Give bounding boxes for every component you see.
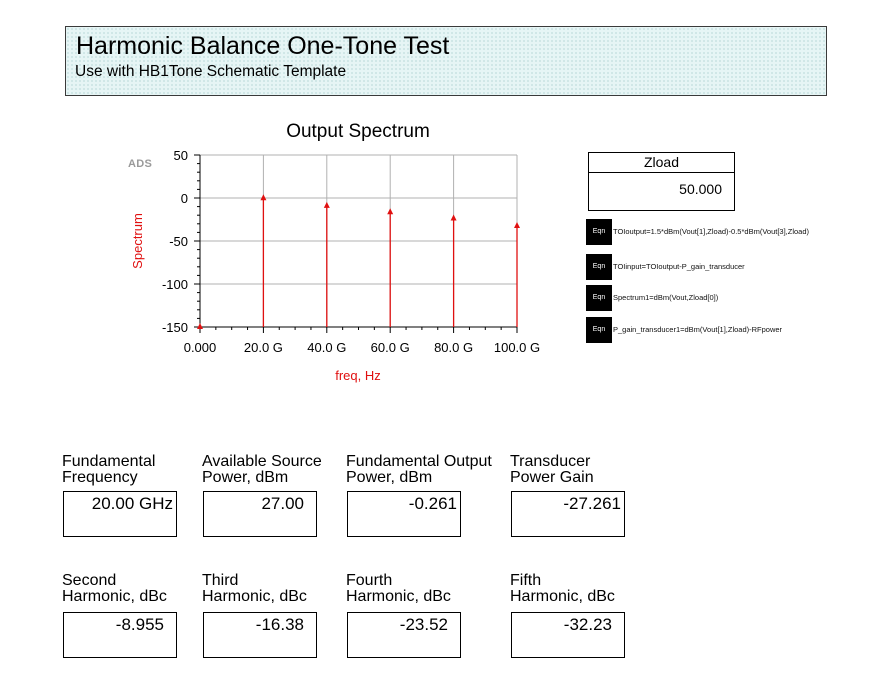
spectrum-marker (387, 208, 394, 215)
x-tick-label: 80.0 G (434, 340, 473, 355)
equation-text: TOIinput=TOIoutput-P_gain_transducer (613, 262, 745, 271)
y-tick-label: 0 (181, 191, 188, 206)
fifth-harmonic-label: Fifth Harmonic, dBc (510, 572, 615, 605)
spectrum-marker (450, 214, 457, 221)
spectrum-marker (514, 221, 520, 228)
equation-text: Spectrum1=dBm(Vout,Zload[0]) (613, 293, 719, 302)
x-tick-label: 60.0 G (371, 340, 410, 355)
chart-grid (200, 154, 518, 327)
equation-text: TOIoutput=1.5*dBm(Vout[1],Zload)-0.5*dBm… (613, 227, 810, 236)
x-tick-label: 100.0 G (494, 340, 540, 355)
y-tick-label: 50 (174, 148, 188, 163)
y-tick-label: -100 (162, 277, 188, 292)
fifth-harmonic-value: -32.23 (511, 612, 625, 658)
second-harmonic-value: -8.955 (63, 612, 177, 658)
spectrum-marker (197, 323, 203, 329)
eqn-icon: Eqn (586, 285, 612, 311)
page-title: Harmonic Balance One-Tone Test (76, 32, 450, 60)
available-source-power-label: Available Source Power, dBm (202, 453, 322, 486)
zload-label: Zload (589, 153, 734, 173)
chart-axes (194, 154, 518, 333)
zload-panel: Zload 50.000 (588, 152, 735, 211)
fundamental-output-power-value: -0.261 (347, 491, 461, 537)
y-tick-label: -150 (162, 320, 188, 335)
eqn-icon: Eqn (586, 254, 612, 280)
fourth-harmonic-value: -23.52 (347, 612, 461, 658)
transducer-power-gain-label: Transducer Power Gain (510, 453, 594, 486)
spectrum-marker (260, 194, 267, 201)
fourth-harmonic-label: Fourth Harmonic, dBc (346, 572, 451, 605)
x-tick-label: 40.0 G (307, 340, 346, 355)
fundamental-frequency-label: Fundamental Frequency (62, 453, 156, 486)
x-axis-label: freq, Hz (335, 368, 381, 383)
equation-text: P_gain_transducer1=dBm(Vout[1],Zload)-RF… (613, 325, 783, 334)
second-harmonic-label: Second Harmonic, dBc (62, 572, 167, 605)
fundamental-frequency-value: 20.00 GHz (63, 491, 177, 537)
y-tick-label: -50 (169, 234, 188, 249)
available-source-power-value: 27.00 (203, 491, 317, 537)
x-tick-label: 0.000 (184, 340, 217, 355)
title-panel: Harmonic Balance One-Tone Test Use with … (65, 26, 827, 96)
page-subtitle: Use with HB1Tone Schematic Template (75, 63, 347, 80)
spectrum-marker (323, 201, 330, 208)
fundamental-output-power-label: Fundamental Output Power, dBm (346, 453, 492, 486)
third-harmonic-label: Third Harmonic, dBc (202, 572, 307, 605)
chart-series (197, 194, 520, 329)
eqn-icon: Eqn (586, 219, 612, 245)
ads-logo: ADS (128, 158, 153, 170)
chart-title: Output Spectrum (286, 121, 430, 142)
x-tick-label: 20.0 G (244, 340, 283, 355)
eqn-icon: Eqn (586, 317, 612, 343)
third-harmonic-value: -16.38 (203, 612, 317, 658)
zload-value: 50.000 (679, 181, 722, 197)
y-axis-label: Spectrum (130, 213, 145, 269)
chart-ticks: 50 0 -50 -100 -150 0.000 20.0 G 40.0 G 60.0 G 80.… (162, 148, 540, 355)
transducer-power-gain-value: -27.261 (511, 491, 625, 537)
